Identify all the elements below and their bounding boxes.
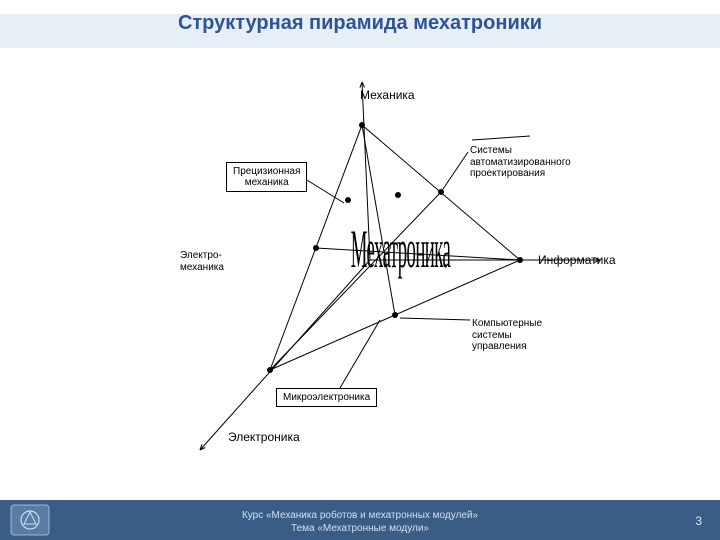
center-word: Мехатроника <box>351 221 451 282</box>
slide-title: Структурная пирамида мехатроники <box>0 12 720 35</box>
boxed-precision-text2: механика <box>245 177 289 188</box>
axis-label-mechanics: Механика <box>360 88 415 102</box>
slide: Структурная пирамида мехатроники Мехатро… <box>0 0 720 540</box>
label-control-systems: Компьютерные системы управления <box>472 318 542 353</box>
label-cad-l1: Системы <box>470 145 512 156</box>
label-ctrl-l2: системы <box>472 330 512 341</box>
boxed-microelectronics: Микроэлектроника <box>276 388 377 407</box>
footer-bar: Курс «Механика роботов и мехатронных мод… <box>0 500 720 540</box>
label-electromech-l1: Электро- <box>180 250 222 261</box>
label-ctrl-l3: управления <box>472 341 527 352</box>
label-ctrl-l1: Компьютерные <box>472 318 542 329</box>
footer-text: Курс «Механика роботов и мехатронных мод… <box>0 509 720 535</box>
pyramid-diagram: Мехатроника Механика Информатика Электро… <box>40 70 680 470</box>
label-electromechanics: Электро- механика <box>180 250 224 273</box>
label-cad-l3: проектирования <box>470 168 545 179</box>
footer-topic: Тема «Мехатронные модули» <box>291 523 429 534</box>
boxed-precision-text1: Прецизионная <box>233 166 300 177</box>
axis-label-informatics: Информатика <box>538 253 616 267</box>
boxed-precision-mechanics: Прецизионная механика <box>226 162 307 192</box>
axis-label-electronics: Электроника <box>228 430 300 444</box>
footer-course: Курс «Механика роботов и мехатронных мод… <box>242 510 478 521</box>
label-electromech-l2: механика <box>180 262 224 273</box>
label-cad: Системы автоматизированного проектирован… <box>470 145 571 180</box>
label-cad-l2: автоматизированного <box>470 157 571 168</box>
page-number: 3 <box>695 514 702 528</box>
